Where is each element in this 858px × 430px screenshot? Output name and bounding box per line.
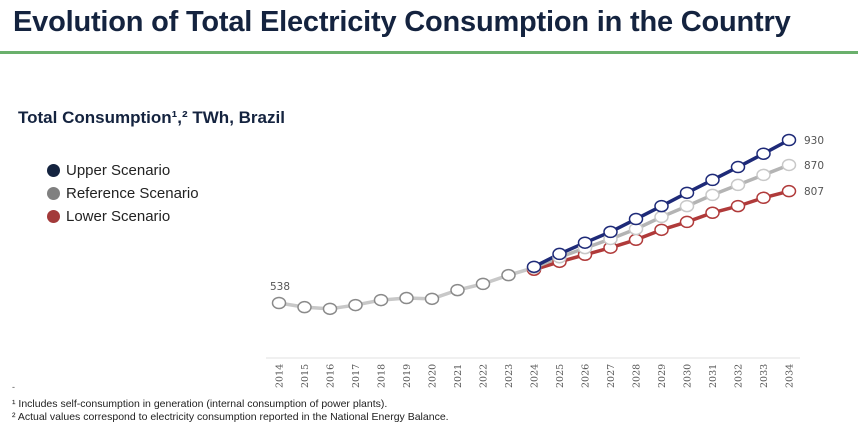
historical-point (348, 298, 363, 312)
historical-point (373, 293, 389, 307)
legend-dot-icon (47, 187, 60, 200)
upper-scenario-point (730, 160, 746, 174)
x-tick-label: 2017 (351, 364, 362, 388)
x-tick-label: 2022 (479, 364, 490, 388)
historical-point (501, 268, 516, 282)
reference-scenario-point (654, 210, 669, 224)
data-label: 538 (270, 281, 290, 293)
upper-scenario-point (654, 199, 669, 213)
legend-label: Reference Scenario (66, 185, 199, 202)
x-tick-label: 2032 (734, 364, 745, 388)
upper-scenario-point (552, 247, 567, 261)
reference-scenario-point (730, 178, 746, 192)
x-tick-label: 2027 (606, 364, 617, 388)
x-tick-label: 2016 (326, 364, 337, 388)
reference-scenario-point (781, 158, 797, 172)
legend-dot-icon (47, 164, 60, 177)
lower-scenario-point (756, 191, 771, 205)
x-tick-label: 2021 (453, 364, 464, 388)
upper-scenario-point (603, 225, 618, 239)
historical-point (271, 296, 287, 310)
x-tick-label: 2033 (759, 364, 770, 388)
lower-scenario-point (654, 223, 669, 237)
x-tick-label: 2029 (657, 364, 668, 388)
legend-item-reference: Reference Scenario (47, 182, 199, 205)
data-label: 930 (804, 135, 824, 147)
x-tick-label: 2018 (377, 364, 388, 388)
x-tick-label: 2015 (300, 364, 311, 388)
footnote-2: ² Actual values correspond to electricit… (12, 411, 449, 423)
lower-scenario-point (628, 233, 644, 247)
footnotes: ¹ Includes self-consumption in generatio… (12, 398, 449, 424)
data-label: 870 (804, 160, 824, 172)
footnote-1: ¹ Includes self-consumption in generatio… (12, 398, 388, 410)
reference-scenario-point (756, 168, 771, 182)
historical-point (399, 291, 414, 305)
lower-scenario-point (781, 184, 797, 198)
lower-scenario-point (730, 199, 746, 213)
page-title: Evolution of Total Electricity Consumpti… (13, 6, 791, 38)
legend-item-upper: Upper Scenario (47, 159, 199, 182)
x-tick-label: 2020 (428, 364, 439, 388)
x-tick-label: 2023 (504, 364, 515, 388)
x-tick-label: 2034 (785, 364, 796, 388)
reference-scenario-point (679, 199, 695, 213)
title-divider (0, 51, 858, 54)
x-tick-label: 2030 (683, 364, 694, 388)
historical-point (424, 292, 440, 306)
legend-label: Lower Scenario (66, 208, 171, 225)
x-tick-label: 2024 (530, 364, 541, 388)
upper-scenario-point (679, 186, 695, 200)
upper-scenario-point (526, 260, 542, 274)
data-label: 807 (804, 186, 824, 198)
x-tick-label: 2014 (275, 364, 286, 388)
legend-dot-icon (47, 210, 60, 223)
historical-point (475, 277, 491, 291)
upper-scenario-point (628, 212, 644, 226)
reference-scenario-point (705, 188, 720, 202)
x-tick-label: 2019 (402, 364, 413, 388)
upper-scenario-point (577, 236, 593, 249)
historical-point (322, 302, 338, 316)
lower-scenario-point (679, 215, 695, 229)
chart-legend: Upper Scenario Reference Scenario Lower … (47, 159, 199, 228)
historical-point (297, 300, 312, 314)
x-tick-label: 2025 (555, 364, 566, 388)
legend-label: Upper Scenario (66, 162, 171, 179)
legend-item-lower: Lower Scenario (47, 205, 199, 228)
chart-subtitle: Total Consumption¹,² TWh, Brazil (18, 108, 285, 127)
upper-scenario-point (781, 133, 797, 147)
x-tick-label: 2031 (708, 364, 719, 388)
historical-point (450, 283, 465, 297)
x-tick-label: 2028 (632, 364, 643, 388)
lower-scenario-point (705, 206, 720, 220)
footnote-marker: - (12, 382, 15, 392)
upper-scenario-point (705, 173, 720, 187)
upper-scenario-point (756, 147, 771, 160)
x-tick-label: 2026 (581, 364, 592, 388)
